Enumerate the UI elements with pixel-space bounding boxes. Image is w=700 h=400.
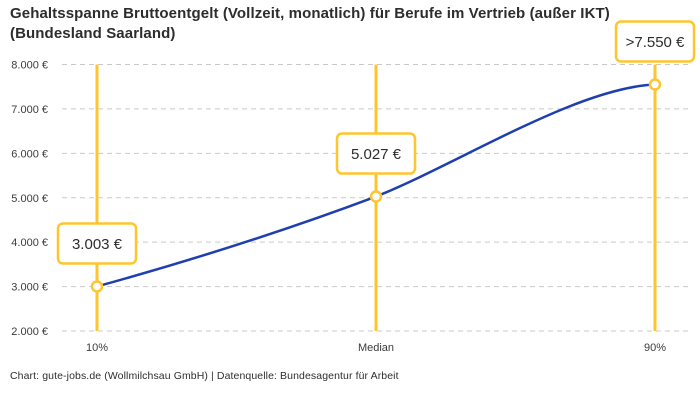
x-tick-label: 10%	[86, 342, 108, 354]
x-tick-label: 90%	[644, 342, 666, 354]
y-axis-labels: 2.000 € 3.000 € 4.000 € 5.000 € 6.000 € 7.000…	[11, 60, 48, 339]
chart-title-line1: Gehaltsspanne Bruttoentgelt (Vollzeit, m…	[10, 5, 610, 22]
chart-title: Gehaltsspanne Bruttoentgelt (Vollzeit, m…	[10, 4, 690, 44]
value-label-box-Median: 5.027 €	[335, 132, 417, 175]
value-label-text: >7.550 €	[626, 34, 685, 51]
value-label-boxes: 3.003 € 5.027 € >7.550 €	[56, 20, 696, 265]
value-label-box-10%: 3.003 €	[56, 222, 138, 265]
data-point-marker-90%	[648, 78, 662, 91]
y-tick-label: 5.000 €	[11, 193, 48, 205]
value-label-box-90%: >7.550 €	[614, 20, 696, 63]
value-label-frame	[56, 222, 138, 265]
data-point-marker-10%	[90, 280, 104, 293]
data-point-marker-Median	[369, 190, 383, 203]
value-label-frame	[335, 132, 417, 175]
y-tick-label: 7.000 €	[11, 104, 48, 116]
y-tick-label: 6.000 €	[11, 148, 48, 160]
value-label-text: 5.027 €	[351, 146, 402, 163]
y-gridlines	[62, 64, 690, 332]
chart-title-line2: (Bundesland Saarland)	[10, 25, 176, 42]
y-tick-label: 4.000 €	[11, 237, 48, 249]
attribution-text: Chart: gute-jobs.de (Wollmilchsau GmbH) …	[10, 370, 399, 382]
y-tick-label: 8.000 €	[11, 60, 48, 72]
value-label-text: 3.003 €	[72, 236, 123, 253]
y-tick-label: 3.000 €	[11, 282, 48, 294]
x-tick-label: Median	[358, 342, 394, 354]
data-point-markers	[90, 78, 662, 293]
value-label-frame	[614, 20, 696, 63]
y-tick-label: 2.000 €	[11, 326, 48, 338]
x-axis-labels: 10% Median 90%	[86, 342, 666, 354]
